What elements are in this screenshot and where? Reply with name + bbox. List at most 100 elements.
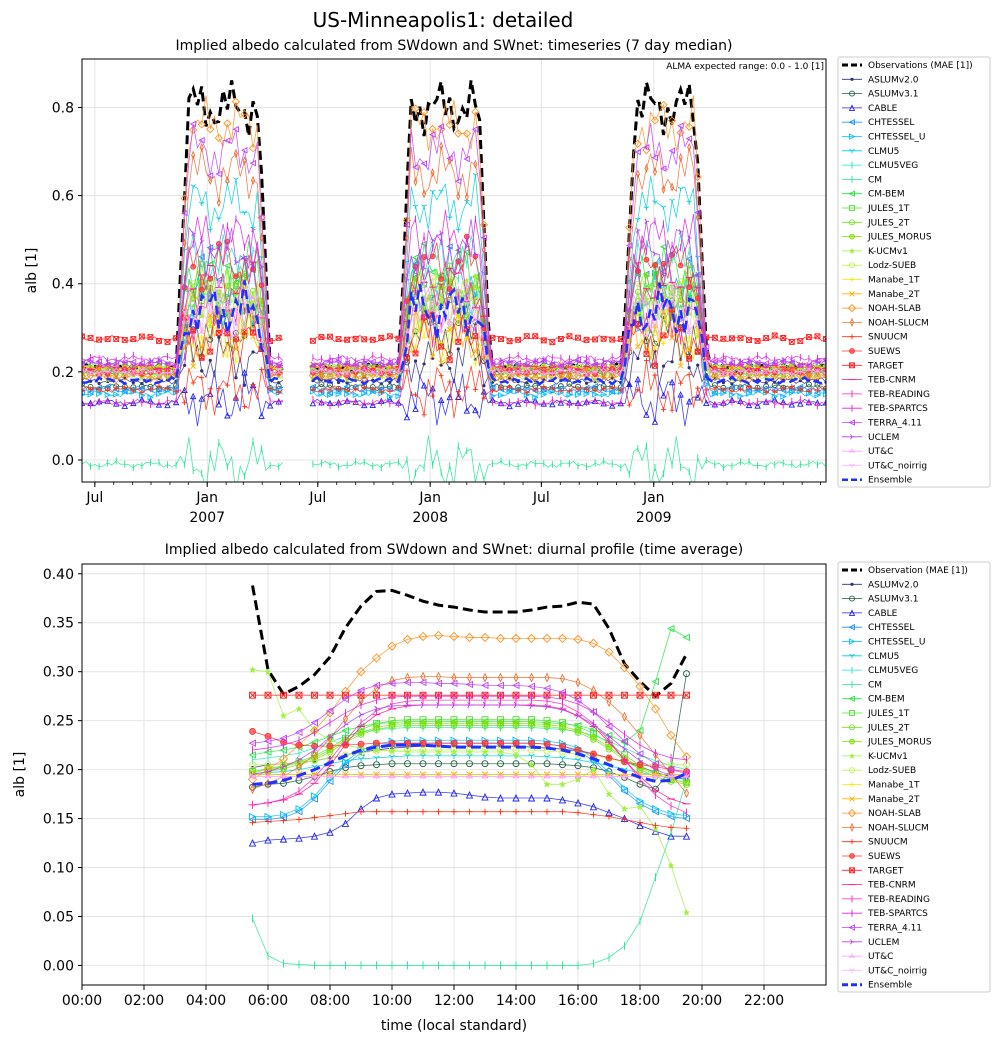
chart2-point [558, 795, 567, 804]
chart2-point [637, 819, 643, 826]
legend-label: NOAH-SLUCM [868, 318, 929, 328]
chart1-point [310, 369, 316, 375]
chart2-point [296, 816, 302, 823]
legend-marker [849, 290, 855, 297]
chart1-point [113, 370, 119, 375]
chart2-point [528, 808, 535, 815]
chart1-point [429, 131, 436, 138]
chart1-point [234, 376, 238, 380]
chart1-point [197, 120, 206, 129]
chart2-point [511, 633, 521, 644]
legend-item-terra-4-11: TERRA_4.11 [842, 419, 922, 429]
chart1-point [567, 360, 572, 367]
chart1-point [214, 133, 223, 143]
chart1-point [652, 200, 658, 205]
chart1-point [566, 333, 573, 340]
chart1-point [429, 299, 436, 304]
chart2-point [666, 624, 675, 633]
legend-marker [849, 348, 855, 354]
chart2-point [249, 761, 256, 769]
chart1-point [386, 393, 394, 401]
chart1-point [523, 366, 530, 372]
chart1-point [719, 356, 727, 364]
chart2-point [466, 760, 473, 768]
chart1-point [771, 393, 779, 400]
chart2-point [528, 720, 535, 727]
chart1-point [223, 262, 231, 269]
chart1-point [609, 336, 616, 343]
chart1-point [379, 363, 384, 369]
chart1-point [515, 369, 521, 374]
chart1-point [601, 358, 607, 365]
legend-label: TEB-SPARTCS [867, 909, 928, 919]
chart1-point [652, 262, 658, 268]
chart2-point [312, 746, 318, 754]
chart1-point [412, 405, 419, 412]
chart2-point [418, 678, 427, 687]
chart1-point [446, 357, 453, 364]
chart2-point [683, 788, 690, 799]
chart1-point [456, 347, 460, 351]
chart1-point [472, 387, 478, 393]
chart1-point [120, 372, 129, 381]
chart1-point [498, 384, 504, 390]
chart1-point [325, 371, 335, 381]
chart2-point [248, 839, 257, 847]
legend-label: UCLEM [868, 433, 899, 443]
chart1-title: Implied albedo calculated from SWdown an… [175, 38, 732, 54]
chart2-point [528, 774, 535, 780]
chart1-line-cm-0 [82, 437, 284, 482]
chart1-point [771, 367, 778, 372]
chart1-point [753, 370, 762, 380]
chart1-point [240, 147, 248, 154]
legend-label: ASLUMv2.0 [868, 75, 919, 85]
chart2-point [559, 761, 566, 769]
chart1-point [592, 370, 598, 375]
chart1-point [131, 363, 136, 369]
chart2-point [543, 740, 551, 748]
chart1-point [635, 169, 640, 179]
chart1-point [165, 361, 171, 367]
chart1-point [370, 386, 376, 392]
chart2-point [264, 774, 272, 780]
chart2-point [512, 774, 520, 780]
chart2-point [481, 760, 489, 768]
chart1-point [318, 381, 325, 388]
chart1-point [712, 386, 718, 392]
chart2-point [389, 808, 395, 815]
chart2-point [311, 814, 318, 821]
legend-item-manabe-2t: Manabe_2T [842, 795, 920, 805]
chart1-point [122, 360, 128, 366]
chart1-point [559, 362, 564, 368]
legend-marker [849, 205, 855, 211]
legend-item-snuucm: SNUUCM [842, 838, 908, 848]
chart2-point [465, 748, 474, 756]
legend-marker [848, 190, 855, 197]
chart1-point [224, 299, 231, 304]
chart1-point [394, 375, 403, 384]
chart1-xtick-sublabel: 2009 [636, 510, 672, 526]
chart1-point [736, 361, 744, 368]
chart1-point [455, 228, 462, 233]
chart1-line-ensemble-1 [312, 282, 826, 386]
chart1-point [438, 189, 444, 194]
legend-marker [849, 839, 855, 845]
chart2-point [373, 724, 380, 731]
chart1-point [446, 393, 453, 401]
chart1-point [422, 362, 426, 366]
chart1-point [600, 370, 607, 375]
chart1-point [164, 339, 171, 345]
chart2-point [543, 721, 551, 728]
chart1-point [448, 366, 452, 371]
chart1-point [345, 360, 350, 366]
chart1-point [190, 184, 196, 189]
chart1-point [584, 381, 589, 385]
legend-item-cm: CM [842, 680, 882, 690]
chart1-point [139, 362, 145, 368]
chart2-point [481, 720, 489, 727]
chart2-point [667, 809, 676, 818]
chart1-point [387, 388, 393, 394]
chart1-point [207, 386, 213, 392]
chart1-point [463, 312, 470, 319]
chart1-point [762, 360, 770, 367]
